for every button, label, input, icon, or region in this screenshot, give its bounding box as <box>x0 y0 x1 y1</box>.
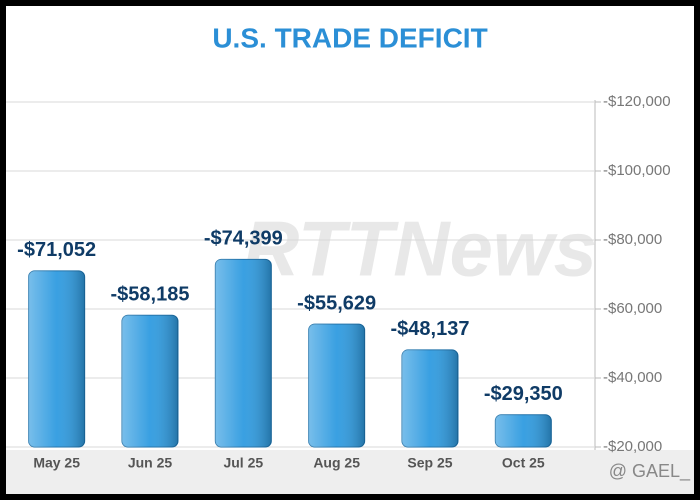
bar-shading <box>122 315 178 447</box>
watermark: RTTNews <box>243 205 597 293</box>
x-tick-label: Jul 25 <box>223 455 263 471</box>
bar-shading <box>402 349 458 447</box>
x-tick-label: Oct 25 <box>502 455 545 471</box>
value-label: -$48,137 <box>391 318 470 340</box>
bar-shading <box>495 414 552 447</box>
x-tick-label: Aug 25 <box>313 455 360 471</box>
value-label: -$55,629 <box>297 292 376 314</box>
bar-shading <box>308 324 365 447</box>
y-tick-label: -$60,000 <box>603 300 662 317</box>
chart-title: U.S. TRADE DEFICIT <box>212 22 487 53</box>
y-tick-label: -$80,000 <box>603 231 662 248</box>
bar-shading <box>28 270 85 447</box>
value-label: -$74,399 <box>204 228 283 250</box>
value-label: -$29,350 <box>484 383 563 405</box>
value-label: -$58,185 <box>111 284 190 306</box>
bar-shading <box>215 259 272 447</box>
category-band <box>6 450 694 494</box>
y-tick-label: -$100,000 <box>603 162 671 179</box>
value-label: -$71,052 <box>17 239 96 261</box>
y-tick-label: -$120,000 <box>603 93 671 110</box>
y-tick-label: -$40,000 <box>603 369 662 386</box>
x-tick-label: May 25 <box>33 455 80 471</box>
credit: @ GAEL_ <box>609 461 691 482</box>
y-tick-label: -$20,000 <box>603 438 662 455</box>
x-tick-label: Sep 25 <box>407 455 452 471</box>
x-tick-label: Jun 25 <box>128 455 173 471</box>
